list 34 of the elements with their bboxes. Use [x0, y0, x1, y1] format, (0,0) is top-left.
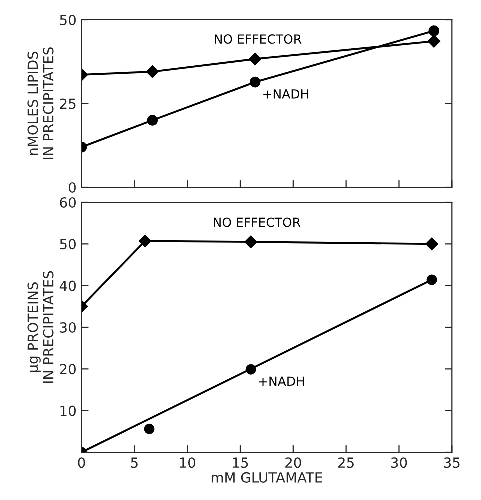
y-axis-title: nMOLES LIPIDS IN PRECIPITATES [28, 48, 54, 160]
point [146, 66, 160, 78]
series-label: NO EFFECTOR [215, 34, 302, 44]
point [244, 236, 258, 248]
y-tick-label: 10 [60, 406, 76, 416]
point [428, 35, 441, 48]
x-tick-label: 0 [78, 458, 86, 468]
point [248, 52, 262, 66]
x-tick-label: 10 [180, 458, 196, 468]
x-tick-label: 15 [233, 458, 248, 468]
series-label: +NADH [259, 376, 304, 386]
x-tick-label: 25 [338, 458, 354, 468]
x-tick-label: 20 [286, 458, 302, 468]
y-tick-label: 50 [60, 14, 76, 26]
y-tick-label: 30 [60, 322, 76, 333]
series-label: NO EFFECTOR [214, 218, 301, 228]
x-tick-label: 30 [391, 458, 408, 468]
y-tick-label: 60 [60, 197, 76, 208]
point [426, 238, 438, 251]
x-tick-label: 35 [444, 458, 460, 468]
point [138, 234, 152, 248]
point [144, 424, 155, 434]
point [147, 115, 158, 126]
y-tick-label: 25 [60, 98, 76, 110]
y-tick-label: 50 [60, 239, 76, 250]
y-tick-label: 0 [68, 182, 76, 193]
y-axis-title: μg PROTEINS IN PRECIPITATES [28, 271, 54, 384]
point [428, 26, 440, 36]
y-tick-label: 20 [60, 364, 76, 375]
series-label: +NADH [264, 90, 308, 99]
x-tick-label: 5 [131, 458, 138, 468]
point [250, 76, 261, 88]
x-axis-title: mM GLUTAMATE [212, 472, 322, 483]
y-tick-label: 40 [60, 280, 76, 292]
